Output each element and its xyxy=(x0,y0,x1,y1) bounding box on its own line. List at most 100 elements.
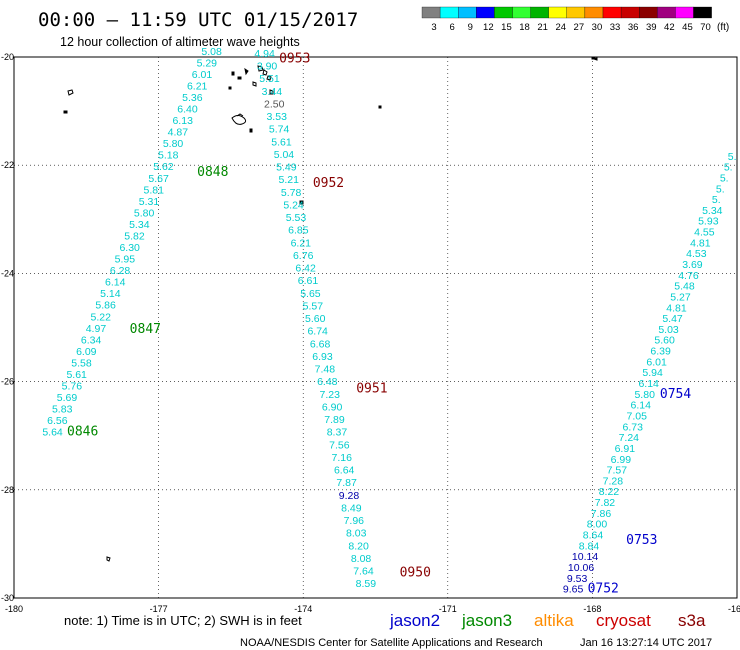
y-tick-label: -26 xyxy=(1,377,14,387)
scale-swatch xyxy=(530,6,549,19)
swh-value-label: 8.37 xyxy=(327,427,348,439)
scale-label: 15 xyxy=(501,22,512,33)
scale-label: 45 xyxy=(682,22,693,33)
scale-swatch xyxy=(584,6,604,19)
swh-value-label: 8.49 xyxy=(341,502,362,514)
swh-value-label: 5. xyxy=(716,183,725,195)
swh-value-label: 5. xyxy=(728,151,737,163)
swh-value-label: 7.57 xyxy=(607,465,628,477)
swh-value-label: 6.93 xyxy=(312,351,333,363)
pass-time-label: 0953 xyxy=(279,51,310,66)
swh-value-label: 5.74 xyxy=(269,124,290,136)
swh-value-label: 9.53 xyxy=(567,573,588,585)
swh-value-label: 7.23 xyxy=(319,389,340,401)
swh-value-label: 4.53 xyxy=(686,248,707,260)
scale-label: 70 xyxy=(700,22,711,33)
chart-subtitle: 12 hour collection of altimeter wave hei… xyxy=(60,35,300,49)
swh-value-label: 6.85 xyxy=(288,225,309,237)
pass-time-label: 0754 xyxy=(660,387,691,402)
swh-value-label: 5.80 xyxy=(134,207,155,219)
swh-value-label: 7.86 xyxy=(591,508,612,520)
swh-value-label: 5.80 xyxy=(163,138,184,150)
x-tick-label: -165 xyxy=(728,604,740,614)
swh-value-label: 4.81 xyxy=(690,237,711,249)
chart-title: 00:00 — 11:59 UTC 01/15/2017 xyxy=(38,9,358,31)
swh-value-label: 6.73 xyxy=(623,421,644,433)
swh-value-label: 5.04 xyxy=(274,149,295,161)
scale-swatch xyxy=(620,6,640,19)
y-tick-label: -20 xyxy=(1,52,14,62)
pass-time-label: 0952 xyxy=(313,176,344,191)
swh-value-label: 6.39 xyxy=(650,346,671,358)
swh-value-label: 6.14 xyxy=(105,277,126,289)
swh-value-label: 4.55 xyxy=(694,227,715,239)
swh-value-label: 7.96 xyxy=(344,515,365,527)
swh-value-label: 5. xyxy=(724,162,733,174)
swh-value-label: 5.27 xyxy=(670,291,691,303)
swh-value-label: 6.48 xyxy=(317,376,338,388)
swh-value-label: 5.18 xyxy=(158,150,179,162)
swh-value-label: 5.34 xyxy=(702,205,723,217)
swh-value-label: 5.34 xyxy=(129,219,150,231)
pass-time-label: 0950 xyxy=(400,565,431,580)
swh-value-label: 3.90 xyxy=(257,61,278,73)
scale-label: 39 xyxy=(646,22,657,33)
swh-value-label: 5.93 xyxy=(698,216,719,228)
swh-value-label: 5. xyxy=(720,172,729,184)
scale-label: 3 xyxy=(431,22,436,33)
scale-swatch xyxy=(476,6,495,19)
swh-value-label: 6.28 xyxy=(110,265,131,277)
x-tick-label: -168 xyxy=(583,604,601,614)
swh-value-label: 3.69 xyxy=(682,259,703,271)
scale-label: 27 xyxy=(574,22,585,33)
scale-label: 24 xyxy=(555,22,566,33)
swh-value-label: 10.14 xyxy=(572,551,598,563)
axis-tick-labels: -180 -177 -174 -171 -168 -165 -20 -22 -24 -26 -28 -… xyxy=(1,52,740,614)
island-outlines xyxy=(63,56,598,562)
swh-value-label: 5.67 xyxy=(148,173,169,185)
track-s3a: 4.943.905.513.442.503.535.745.615.045.49… xyxy=(254,48,430,590)
swh-value-label: 8.64 xyxy=(583,529,604,541)
swh-value-label: 5.36 xyxy=(182,92,203,104)
swh-value-label: 5.14 xyxy=(100,288,121,300)
color-scale-legend: 3 6 9 12 15 18 21 24 27 30 33 36 39 42 45 70 xyxy=(421,6,712,33)
plot-area-frame xyxy=(13,56,738,599)
x-tick-label: -171 xyxy=(439,604,457,614)
swh-value-label: 5.29 xyxy=(197,57,218,69)
scale-swatch xyxy=(639,6,658,19)
swh-value-label: 4.97 xyxy=(86,323,107,335)
swh-value-label: 5.03 xyxy=(658,324,679,336)
scale-swatch xyxy=(602,6,622,19)
swh-value-label: 5.64 xyxy=(42,427,63,439)
swh-value-label: 5.21 xyxy=(279,174,300,186)
swh-value-label: 7.64 xyxy=(353,566,374,578)
swh-value-label: 10.06 xyxy=(568,562,594,574)
x-tick-label: -177 xyxy=(150,604,168,614)
scale-swatch xyxy=(439,6,459,19)
swh-value-label: 6.09 xyxy=(76,346,97,358)
swh-value-label: 6.30 xyxy=(119,242,140,254)
swh-value-label: 5.31 xyxy=(139,196,160,208)
swh-value-label: 7.82 xyxy=(595,497,616,509)
swh-value-label: 5.60 xyxy=(305,313,326,325)
satellite-legend-altika: altika xyxy=(534,611,574,630)
swh-value-label: 6.90 xyxy=(322,401,343,413)
swh-value-label: 6.74 xyxy=(307,326,328,338)
swh-value-label: 5.82 xyxy=(124,230,145,242)
swh-value-label: 3.53 xyxy=(266,111,287,123)
swh-value-label: 5.22 xyxy=(91,311,112,323)
y-tick-label: -22 xyxy=(1,160,14,170)
scale-swatch xyxy=(512,6,531,19)
swh-value-label: 5.94 xyxy=(642,367,663,379)
pass-time-label: 0951 xyxy=(356,381,387,396)
pass-time-label: 0848 xyxy=(197,165,228,180)
scale-swatch xyxy=(458,6,477,19)
scale-unit-label: (ft) xyxy=(717,22,729,33)
swh-value-label: 7.56 xyxy=(329,439,350,451)
scale-label: 12 xyxy=(483,22,494,33)
x-tick-label: -180 xyxy=(5,604,23,614)
footer-credit: NOAA/NESDIS Center for Satellite Applica… xyxy=(240,637,543,649)
scale-swatch xyxy=(693,6,712,19)
scale-label: 18 xyxy=(519,22,530,33)
